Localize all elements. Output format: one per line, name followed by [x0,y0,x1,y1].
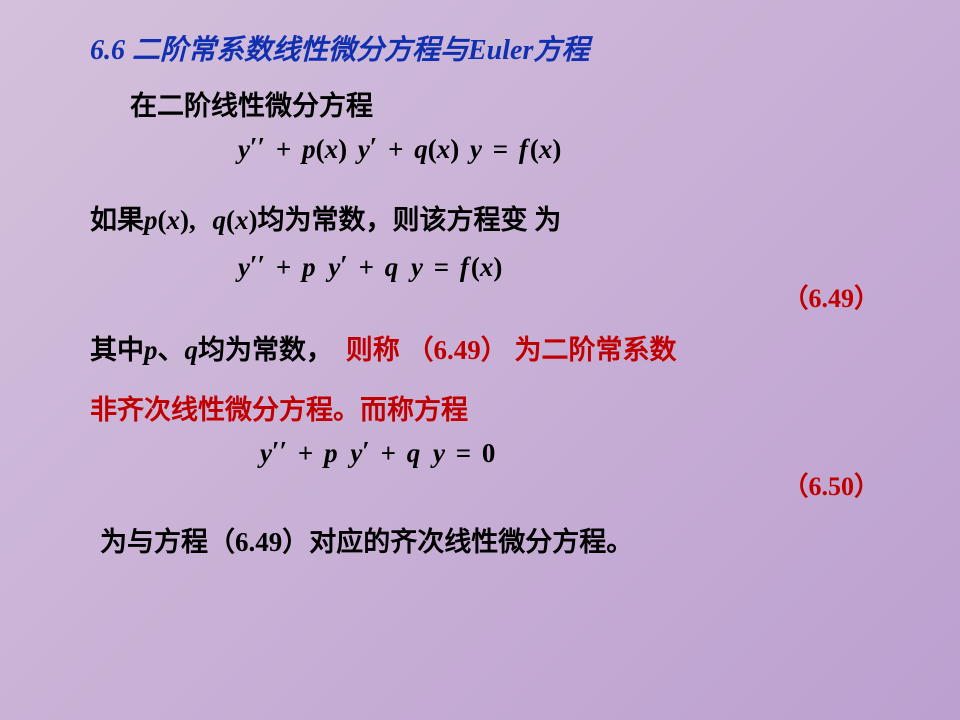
y: y [328,252,340,282]
x: x [539,134,553,164]
equation-number-2: （6.50） [782,466,880,503]
red-text: 非齐次线性微分方程。而称方程 [90,395,468,425]
y: y [238,134,250,164]
rparen: ) [552,134,561,164]
dot: 、 [158,335,185,365]
intro-text: 在二阶线性微分方程 [130,84,373,123]
f: f [519,134,528,164]
y: y [411,252,423,282]
prime: ′ [340,250,348,280]
text: 如果 [90,205,144,235]
equals: = [493,134,508,164]
equation-2: y′′ + p y′ + q y = f(x) [238,252,502,283]
plus: + [276,134,291,164]
x: x [480,252,494,282]
primes: ′′ [250,132,265,162]
q: q [185,335,199,365]
plus: + [276,252,291,282]
lparen: ( [428,134,437,164]
q: q [385,252,399,282]
plus: + [388,134,403,164]
q: q [407,438,421,468]
lparen: ( [158,205,167,235]
last-text: 为与方程（6.49）对应的齐次线性微分方程。 [100,520,633,559]
primes: ′′ [272,436,287,466]
equation-number-1: （6.49） [782,278,880,315]
x: x [437,134,451,164]
rparen: ), [180,205,196,235]
mid-text: 其中p、q均为常数， 则称 （6.49） 为二阶常系数 [90,328,677,367]
lparen: ( [226,205,235,235]
rparen: ) [493,252,502,282]
section-title: 6.6 二阶常系数线性微分方程与Euler方程 [90,28,589,68]
lparen: ( [316,134,325,164]
plus: + [381,438,396,468]
y: y [358,134,370,164]
equals: = [456,438,471,468]
mid-text-2: 非齐次线性微分方程。而称方程 [90,388,468,427]
zero: 0 [482,438,496,468]
p: p [144,205,158,235]
rparen: ) [338,134,347,164]
q: q [414,134,428,164]
q: q [213,205,227,235]
p: p [324,438,338,468]
y: y [350,438,362,468]
prime: ′ [370,132,378,162]
intro: 在二阶线性微分方程 [130,91,373,121]
y: y [238,252,250,282]
plus: + [359,252,374,282]
equation-1: y′′ + p(x) y′ + q(x) y = f(x) [238,134,561,165]
lparen: ( [530,134,539,164]
equation-3: y′′ + p y′ + q y = 0 [260,438,495,469]
condition-text: 如果p(x), q(x)均为常数，则该方程变 为 [90,198,561,237]
text: 均为常数， [198,335,333,365]
p: p [302,252,316,282]
plus: + [298,438,313,468]
rparen: ) [249,205,258,235]
y: y [470,134,482,164]
f: f [460,252,469,282]
red-text: 则称 （6.49） 为二阶常系数 [346,335,677,365]
y: y [433,438,445,468]
text: 均为常数，则该方程变 为 [258,205,562,235]
p: p [144,335,158,365]
y: y [260,438,272,468]
x: x [325,134,339,164]
text: 其中 [90,335,144,365]
rparen: ) [450,134,459,164]
primes: ′′ [250,250,265,280]
prime: ′ [362,436,370,466]
equals: = [434,252,449,282]
x: x [235,205,249,235]
p: p [302,134,316,164]
lparen: ( [471,252,480,282]
text: 为与方程（6.49）对应的齐次线性微分方程。 [100,527,633,557]
x: x [167,205,181,235]
